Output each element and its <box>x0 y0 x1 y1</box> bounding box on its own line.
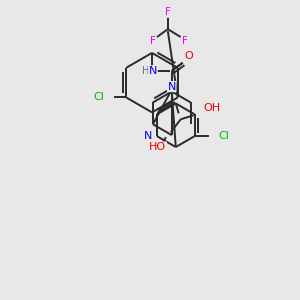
Text: N: N <box>144 131 152 141</box>
Text: O: O <box>184 51 193 61</box>
Text: F: F <box>150 36 156 46</box>
Text: Cl: Cl <box>218 131 229 141</box>
Text: N: N <box>149 66 157 76</box>
Text: F: F <box>165 7 171 17</box>
Text: Cl: Cl <box>94 92 104 103</box>
Text: N: N <box>168 82 176 92</box>
Text: HO: HO <box>149 142 167 152</box>
Text: F: F <box>182 36 188 46</box>
Text: H: H <box>142 66 150 76</box>
Text: OH: OH <box>203 103 220 113</box>
